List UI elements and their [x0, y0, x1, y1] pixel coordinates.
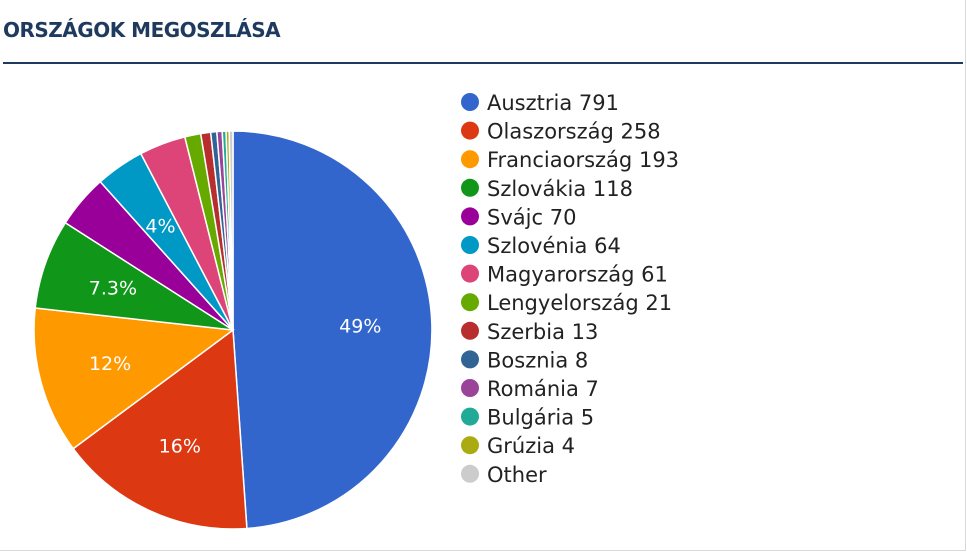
legend-item-olaszorszag[interactable]: Olaszország 258 [461, 120, 661, 144]
legend-swatch [461, 407, 479, 426]
slice-percent-label-olaszorszag: 16% [159, 436, 201, 458]
legend-swatch [461, 121, 479, 140]
legend-swatch [461, 436, 479, 455]
legend-label-value: 258 [621, 120, 661, 144]
pie-slices [33, 130, 433, 530]
legend-label-value: 4 [562, 434, 575, 458]
legend-label-name: Franciaország [487, 148, 632, 172]
slice-percent-label-szlovenia: 4% [145, 215, 175, 237]
legend-swatch [461, 150, 479, 169]
chart-legend: Ausztria 791 Olaszország 258 Franciaország… [461, 91, 679, 487]
legend-swatch [461, 207, 479, 226]
legend-label-name: Olaszország [487, 120, 614, 144]
legend-label: Bulgária 5 [487, 406, 594, 430]
legend-label-name: Grúzia [487, 434, 555, 458]
legend-label-value: 8 [575, 348, 588, 372]
legend-label-value: 70 [550, 205, 577, 229]
legend-item-bosznia[interactable]: Bosznia 8 [461, 348, 588, 372]
pie-slice-olaszorszag[interactable] [72, 328, 248, 530]
legend-item-bulgaria[interactable]: Bulgária 5 [461, 406, 594, 430]
legend-label-value: 791 [579, 91, 619, 115]
legend-item-gruzia[interactable]: Grúzia 4 [461, 434, 575, 458]
pie-slice-labels: 49% 16% 12% 7.3% 4% [89, 215, 382, 457]
legend-swatch [461, 236, 479, 254]
legend-label: Szlovákia 118 [487, 177, 633, 201]
legend-label: Szlovénia 64 [487, 234, 621, 258]
legend-swatch [461, 379, 479, 397]
legend-label-name: Szerbia [487, 320, 565, 344]
legend-swatch [461, 321, 479, 340]
legend-label-name: Románia [487, 377, 579, 401]
slice-percent-label-szlovakia: 7.3% [89, 278, 137, 300]
legend-label-value: 21 [645, 291, 672, 315]
legend-label-name: Magyarország [487, 263, 634, 287]
legend-swatch [461, 178, 479, 197]
legend-label-value: 64 [594, 234, 621, 258]
legend-item-svajc[interactable]: Svájc 70 [461, 205, 576, 229]
legend-item-other[interactable]: Other [461, 463, 547, 487]
legend-item-franciaorszag[interactable]: Franciaország 193 [461, 148, 679, 172]
legend-label-value: 7 [586, 377, 599, 401]
legend-label: Ausztria 791 [487, 91, 619, 115]
legend-label-value: 193 [639, 148, 679, 172]
legend-label-value: 5 [581, 406, 594, 430]
slice-percent-label-franciaorszag: 12% [89, 353, 131, 375]
legend-label: Bosznia 8 [487, 348, 588, 372]
slice-percent-label-ausztria: 49% [339, 316, 381, 338]
legend-swatch [461, 264, 479, 283]
legend-label-name: Bulgária [487, 406, 574, 430]
legend-item-szlovakia[interactable]: Szlovákia 118 [461, 177, 633, 201]
legend-label: Olaszország 258 [487, 120, 661, 144]
legend-label-name: Lengyelország [487, 291, 639, 315]
legend-item-ausztria[interactable]: Ausztria 791 [461, 91, 619, 115]
legend-label-name: Bosznia [487, 348, 568, 372]
legend-label: Grúzia 4 [487, 434, 575, 458]
legend-item-lengyelorszag[interactable]: Lengyelország 21 [461, 291, 672, 315]
legend-swatch [461, 93, 479, 111]
pie-slice-franciaorszag[interactable] [33, 307, 235, 450]
legend-label-name: Szlovákia [487, 177, 586, 201]
title-divider [3, 62, 963, 64]
pie-slice-other[interactable] [228, 130, 234, 331]
legend-label: Magyarország 61 [487, 263, 668, 287]
legend-swatch [461, 350, 479, 369]
legend-label-value: 61 [641, 263, 668, 287]
legend-item-szlovenia[interactable]: Szlovénia 64 [461, 234, 621, 258]
legend-swatch [461, 293, 479, 312]
legend-label-name: Svájc [487, 205, 543, 229]
legend-label: Románia 7 [487, 377, 599, 401]
chart-title: ORSZÁGOK MEGOSZLÁSA [3, 18, 281, 42]
legend-label: Franciaország 193 [487, 148, 679, 172]
legend-label: Svájc 70 [487, 205, 576, 229]
legend-item-romania[interactable]: Románia 7 [461, 377, 599, 401]
legend-label-name: Szlovénia [487, 234, 587, 258]
legend-label: Lengyelország 21 [487, 291, 672, 315]
legend-label-name: Other [487, 463, 547, 487]
legend-label: Other [487, 463, 547, 487]
legend-label-value: 118 [593, 177, 633, 201]
legend-label-name: Ausztria [487, 91, 572, 115]
legend-swatch [461, 464, 479, 483]
legend-label-value: 13 [572, 320, 599, 344]
legend-label: Szerbia 13 [487, 320, 598, 344]
pie-slice-ausztria[interactable] [232, 130, 433, 530]
legend-item-magyarorszag[interactable]: Magyarország 61 [461, 263, 668, 287]
legend-item-szerbia[interactable]: Szerbia 13 [461, 320, 598, 344]
